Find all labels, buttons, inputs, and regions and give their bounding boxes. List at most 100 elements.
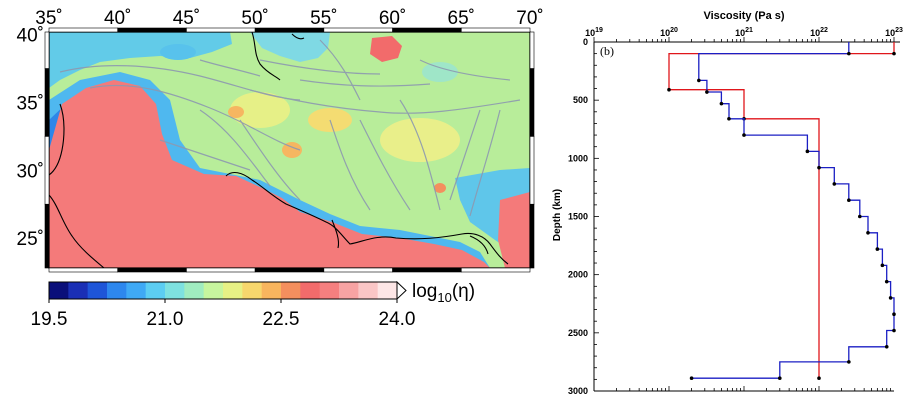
series-node — [875, 247, 880, 251]
series-node — [777, 376, 782, 381]
x-tick-label-base: 10 — [885, 28, 895, 38]
map-frame-band-left — [44, 68, 50, 137]
map-frame-band-left — [44, 31, 50, 69]
y-tick-label: 2000 — [568, 270, 588, 280]
lon-tick-label: 70˚ — [516, 8, 543, 29]
map-frame-ticks — [44, 27, 535, 273]
viscosity-map: 35˚ 40˚ 45˚ 50˚ 55˚ 60˚ 65˚ 70˚40˚35˚30˚25˚ — [17, 8, 544, 273]
profile-series — [667, 42, 896, 381]
x-tick-label: 1019 — [585, 27, 603, 38]
map-frame-band-left — [44, 203, 50, 269]
colorbar-cell — [300, 282, 321, 299]
map-cool-patch-1 — [160, 44, 196, 60]
profile-title: Viscosity (Pa s) — [703, 10, 784, 22]
colorbar-cell — [203, 282, 224, 299]
map-frame-band-bottom — [392, 267, 462, 273]
y-tick-label: 3000 — [568, 386, 588, 396]
colorbar-cell — [261, 282, 282, 299]
map-frame-band-bottom — [323, 267, 393, 273]
map-warm-patch-4 — [282, 142, 302, 158]
colorbar-arrow — [396, 280, 407, 301]
lon-tick-label: 45˚ — [173, 8, 200, 29]
series-node — [888, 296, 893, 300]
colorbar-cell — [339, 282, 359, 299]
x-tick-label: 1023 — [885, 27, 903, 38]
map-frame-band-bottom — [460, 267, 531, 273]
colorbar-cell — [87, 282, 108, 299]
lon-tick-label: 50˚ — [241, 8, 268, 29]
series-node — [817, 165, 821, 170]
series-blue-profile — [691, 42, 895, 379]
series-node — [847, 360, 851, 364]
colorbar-cell — [242, 282, 263, 299]
x-tick-label-exponent: 22 — [820, 27, 828, 34]
series-node — [689, 376, 694, 381]
series-node — [866, 230, 870, 235]
colorbar-ticks: 19.5 21.0 22.5 24.0 — [31, 299, 415, 330]
map-frame-band-bottom — [254, 267, 325, 273]
map-frame-band-right — [529, 31, 535, 69]
colorbar-tick-label: 22.5 — [263, 309, 300, 330]
x-tick-label-base: 10 — [660, 28, 670, 38]
x-tick-label-base: 10 — [585, 28, 595, 38]
colorbar-cell — [377, 282, 398, 299]
map-frame-band-bottom — [186, 267, 256, 273]
series-node — [805, 149, 810, 154]
map-frame-band-left — [44, 136, 50, 205]
lon-tick-label: 65˚ — [448, 8, 475, 29]
map-frame-band-right — [529, 203, 535, 269]
colorbar-cell — [184, 282, 205, 299]
series-node — [667, 87, 671, 92]
series-node — [742, 133, 746, 137]
map-arabian-plate — [49, 80, 490, 268]
map-high-zone-southwest — [49, 238, 70, 268]
series-node — [884, 279, 889, 284]
x-tick-label: 1022 — [810, 27, 828, 38]
map-fault-lines — [59, 39, 521, 217]
lon-tick-label: 35˚ — [35, 8, 62, 29]
colorbar-tick-label: 19.5 — [31, 309, 68, 330]
y-tick-label: 2500 — [568, 328, 588, 338]
colorbar-cell — [145, 282, 166, 299]
x-tick-label-exponent: 20 — [670, 27, 678, 34]
map-frame-band-bottom — [117, 267, 187, 273]
colorbar-tick-label: 21.0 — [147, 309, 184, 330]
colorbar-cell — [68, 282, 89, 299]
series-node — [892, 328, 896, 333]
colorbar-cells — [48, 281, 398, 300]
series-node — [847, 198, 851, 203]
x-tick-label-exponent: 19 — [595, 27, 603, 34]
lat-tick-label: 35˚ — [17, 94, 44, 115]
colorbar-cell — [223, 282, 243, 299]
x-tick-label-exponent: 23 — [895, 27, 903, 34]
series-node — [719, 101, 724, 106]
lat-tick-label: 25˚ — [17, 229, 44, 250]
viscosity-profile: Viscosity (Pa s) (b) Depth (km) 1019 1020… — [552, 10, 903, 396]
map-high-zone-north — [370, 36, 402, 62]
series-node — [705, 90, 709, 94]
y-tick-label: 500 — [573, 95, 588, 105]
map-warm-patch-5 — [434, 183, 446, 193]
series-node — [892, 312, 896, 317]
map-high-zone-east — [498, 192, 530, 268]
colorbar-label-subscript: 10 — [437, 290, 451, 305]
map-coastlines — [48, 31, 509, 269]
x-tick-label: 1020 — [660, 27, 678, 38]
map-blue-zone-caspian — [250, 32, 330, 62]
x-tick-label-base: 10 — [810, 28, 820, 38]
colorbar-label-suffix: (η) — [452, 281, 475, 302]
colorbar: 19.5 21.0 22.5 24.0 log10(η) — [31, 280, 475, 330]
series-node — [858, 214, 862, 219]
map-frame-band-right — [529, 136, 535, 205]
panel-label: (b) — [600, 44, 614, 58]
lon-tick-label: 40˚ — [104, 8, 131, 29]
y-axis-label: Depth (km) — [552, 189, 563, 241]
series-node — [832, 182, 837, 186]
series-node — [847, 51, 851, 56]
map-frame-band-top — [460, 27, 531, 33]
series-node — [727, 116, 731, 121]
colorbar-cell — [358, 282, 379, 299]
map-labels: 35˚ 40˚ 45˚ 50˚ 55˚ 60˚ 65˚ 70˚40˚35˚30˚25˚ — [17, 8, 544, 250]
colorbar-label: log10(η) — [412, 281, 475, 305]
colorbar-cell — [281, 282, 301, 299]
